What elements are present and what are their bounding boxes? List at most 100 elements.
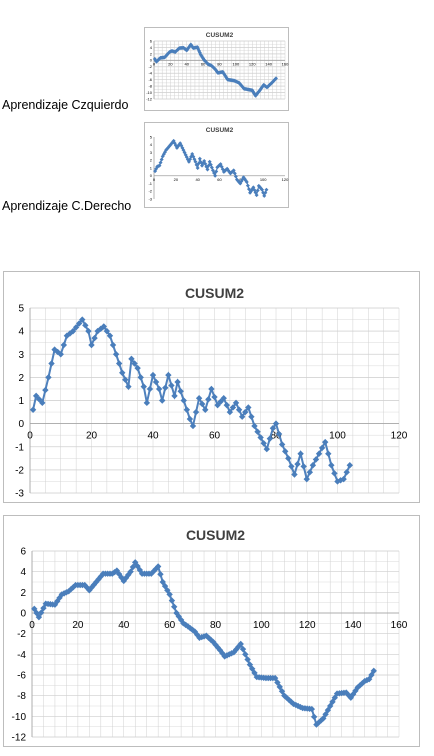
data-point — [155, 385, 163, 393]
data-point — [266, 435, 274, 442]
data-point — [235, 643, 242, 650]
y-tick-label: -1 — [15, 442, 24, 453]
y-tick-label: 4 — [20, 567, 26, 578]
data-point — [218, 162, 223, 167]
data-point — [82, 322, 89, 329]
data-point — [245, 183, 250, 188]
y-tick-label: -8 — [148, 84, 152, 89]
data-point — [42, 386, 49, 394]
data-point — [264, 187, 269, 192]
data-point — [159, 578, 166, 586]
caption-right-learning: Aprendizaje C.Derecho — [2, 199, 132, 213]
data-point — [177, 388, 184, 395]
data-point — [183, 406, 191, 413]
data-point — [100, 323, 107, 330]
data-point — [312, 456, 320, 463]
y-tick-label: -2 — [148, 189, 152, 194]
data-point — [205, 167, 210, 172]
data-point — [174, 378, 181, 386]
data-point — [97, 573, 105, 580]
y-tick-label: -1 — [148, 181, 152, 186]
chart-title: CUSUM2 — [185, 285, 244, 301]
data-point — [251, 422, 258, 430]
data-point — [273, 76, 278, 81]
data-point — [250, 88, 255, 93]
data-point — [79, 316, 86, 323]
data-point — [199, 53, 204, 58]
data-point — [125, 383, 132, 390]
data-point — [131, 360, 138, 367]
data-point — [119, 369, 126, 376]
chart-title: CUSUM2 — [206, 127, 234, 134]
data-point — [315, 719, 322, 726]
y-tick-label: 2 — [18, 373, 24, 384]
data-point — [195, 45, 200, 50]
data-point — [239, 179, 244, 184]
x-tick-label: 120 — [249, 61, 256, 66]
data-point — [33, 609, 40, 617]
data-point — [189, 422, 197, 430]
data-point — [278, 441, 286, 448]
data-point — [328, 462, 335, 469]
data-point — [197, 50, 202, 55]
data-point — [195, 394, 203, 402]
y-tick-label: 6 — [150, 38, 153, 43]
data-point — [180, 145, 185, 150]
data-point — [213, 173, 218, 178]
data-point — [245, 404, 252, 411]
data-point — [36, 396, 43, 403]
y-tick-label: -8 — [17, 691, 26, 702]
chart-main-2: CUSUM2 6 4 2 0 -2 -4 -6 -8 -10 -12 0 20 40 60 80 100 120 1… — [3, 515, 420, 747]
y-tick-label: -6 — [17, 671, 26, 682]
data-point — [226, 168, 231, 173]
data-point — [171, 392, 178, 400]
y-tick-label: -12 — [12, 733, 27, 744]
data-point — [157, 163, 162, 168]
data-point — [115, 360, 123, 367]
y-tick-label: -4 — [148, 71, 152, 76]
data-point — [244, 656, 251, 663]
data-point — [229, 404, 237, 411]
data-point — [213, 67, 218, 72]
x-tick-label: 120 — [299, 620, 316, 631]
chart-main-1: CUSUM2 5 4 3 2 1 0 -1 -2 -3 0 20 40 60 80 100 120 — [3, 271, 420, 503]
data-point — [95, 576, 102, 583]
x-tick-label: 40 — [147, 431, 159, 442]
data-point — [162, 384, 169, 391]
y-tick-label: -4 — [17, 650, 26, 661]
data-point — [180, 397, 187, 404]
data-point — [202, 406, 209, 413]
data-point — [54, 348, 61, 356]
y-tick-label: -2 — [148, 64, 152, 69]
data-point — [334, 478, 341, 485]
data-point — [39, 399, 46, 407]
x-tick-label: 20 — [174, 177, 179, 182]
data-point — [232, 399, 240, 407]
data-point — [103, 327, 111, 335]
data-point — [237, 640, 244, 648]
data-point — [63, 332, 71, 339]
x-tick-label: 80 — [217, 61, 222, 66]
data-point — [263, 190, 268, 195]
y-tick-label: -2 — [15, 465, 24, 476]
data-point — [51, 346, 58, 353]
data-point — [306, 468, 314, 476]
data-point — [292, 701, 299, 709]
x-tick-label: 40 — [185, 61, 190, 66]
data-point — [209, 165, 214, 170]
data-point — [159, 157, 164, 162]
data-point — [315, 450, 323, 457]
data-point — [260, 440, 267, 447]
data-point — [322, 438, 329, 446]
data-point — [168, 382, 175, 389]
data-point — [214, 169, 219, 174]
data-point — [88, 341, 95, 349]
y-tick-label: 4 — [18, 327, 24, 338]
data-point — [223, 401, 230, 409]
x-tick-label: 20 — [72, 620, 84, 631]
y-tick-label: 0 — [150, 58, 153, 63]
data-point — [136, 566, 144, 574]
data-point — [97, 325, 104, 333]
data-point — [255, 188, 260, 193]
